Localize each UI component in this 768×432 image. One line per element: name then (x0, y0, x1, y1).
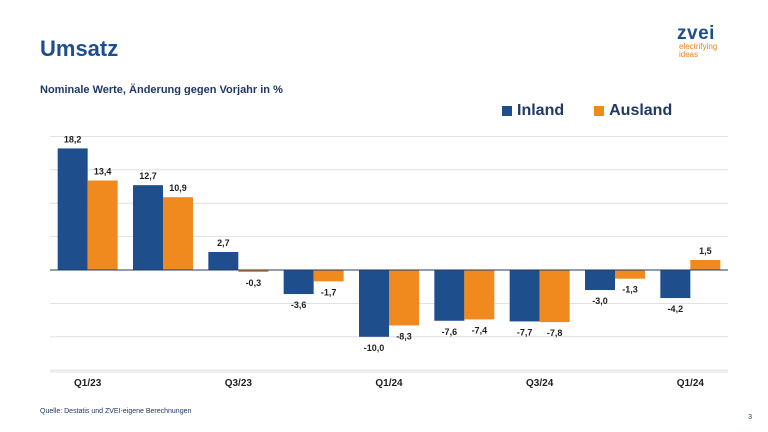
page-number: 3 (748, 414, 752, 421)
legend-swatch-inland (502, 106, 512, 116)
bar-ausland (615, 270, 645, 279)
bar-inland (283, 270, 314, 295)
bar-ausland (464, 270, 495, 320)
bar-inland (660, 270, 691, 299)
bar-inland (434, 270, 465, 321)
x-tick-label: Q1/24 (677, 378, 705, 389)
chart-subtitle: Nominale Werte, Änderung gegen Vorjahr i… (40, 84, 283, 95)
data-label-inland: -7,6 (442, 327, 458, 337)
x-tick-label: Q1/23 (74, 378, 102, 389)
logo-word: zvei (677, 23, 715, 44)
bar-ausland (87, 180, 118, 270)
x-tick-label: Q3/23 (225, 378, 253, 389)
logo-tagline-1: electrifying (679, 42, 718, 51)
data-label-inland: 12,7 (139, 171, 157, 181)
logo-tagline-2: ideas (679, 50, 699, 59)
legend-swatch-ausland (594, 106, 605, 116)
data-label-ausland: -0,3 (246, 278, 262, 288)
data-label-ausland: 10,9 (169, 183, 187, 193)
data-label-inland: -3,0 (592, 296, 608, 306)
data-label-inland: 18,2 (64, 134, 82, 144)
legend-item-inland: Inland (502, 102, 564, 120)
data-label-inland: -7,7 (517, 327, 533, 337)
data-label-ausland: -1,7 (321, 287, 337, 297)
data-label-ausland: -1,3 (622, 285, 638, 295)
bar-inland (208, 251, 239, 270)
bar-inland (585, 270, 615, 291)
x-tick-label: Q1/24 (375, 378, 403, 389)
zvei-logo: zvei electrifying ideas (677, 24, 757, 59)
page-title: Umsatz (40, 36, 119, 61)
legend-item-ausland: Ausland (594, 102, 672, 120)
bar-ausland (389, 270, 419, 326)
bar-ausland (539, 270, 570, 323)
data-label-inland: -10,0 (364, 343, 385, 353)
x-tick-label: Q3/24 (526, 378, 554, 389)
bar-inland (359, 270, 389, 337)
data-label-ausland: 13,4 (94, 166, 112, 176)
data-label-inland: 2,7 (217, 238, 230, 248)
bar-ausland (163, 197, 193, 270)
bar-ausland (690, 259, 721, 270)
chart-legend: Inland Ausland (502, 102, 672, 120)
legend-label-ausland: Ausland (609, 102, 673, 119)
data-label-ausland: -8,3 (396, 331, 412, 341)
bar-ausland (238, 270, 269, 273)
bar-ausland (313, 270, 344, 282)
data-label-inland: -4,2 (668, 304, 684, 314)
bar-inland (509, 270, 540, 322)
data-label-ausland: -7,4 (472, 325, 488, 335)
source-note: Quelle: Destatis und ZVEI-eigene Berechn… (40, 408, 192, 415)
legend-label-inland: Inland (517, 102, 565, 119)
data-label-ausland: 1,5 (699, 246, 712, 256)
bar-inland (57, 148, 88, 270)
data-label-ausland: -7,8 (547, 328, 563, 338)
bar-inland (133, 185, 163, 270)
data-label-inland: -3,6 (291, 300, 307, 310)
